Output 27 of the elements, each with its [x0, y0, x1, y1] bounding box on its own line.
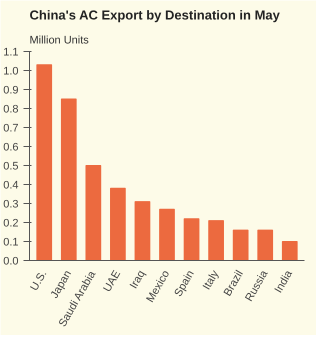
bar — [184, 218, 200, 260]
bar — [208, 220, 224, 260]
bar — [159, 208, 175, 260]
bar — [60, 98, 77, 260]
x-tick-label: U.S. — [28, 268, 50, 294]
y-tick-label: 1.1 — [3, 46, 19, 58]
y-tick-label: 0.4 — [3, 180, 19, 192]
y-tick-label: 1.0 — [3, 66, 19, 78]
y-axis-title: Million Units — [30, 34, 90, 46]
y-tick-label: 0.6 — [3, 142, 19, 154]
bar — [282, 241, 298, 260]
y-tick-label: 0.3 — [3, 198, 19, 210]
y-tick-label: 0.2 — [3, 218, 19, 230]
x-tick-label: Iraq — [128, 268, 148, 291]
bar — [232, 230, 249, 260]
y-tick-label: 0.5 — [3, 160, 19, 172]
y-tick-label: 0.8 — [3, 104, 19, 116]
bar — [36, 64, 52, 260]
chart-title: China's AC Export by Destination in May — [30, 8, 281, 22]
bar — [110, 188, 126, 260]
y-tick-label: 0.1 — [3, 236, 19, 248]
bar — [257, 230, 274, 260]
bar — [85, 165, 102, 260]
y-tick-label: 0.0 — [3, 256, 19, 268]
y-tick-label: 0.7 — [3, 122, 19, 134]
y-tick-label: 0.9 — [3, 84, 19, 96]
bar — [134, 201, 150, 260]
